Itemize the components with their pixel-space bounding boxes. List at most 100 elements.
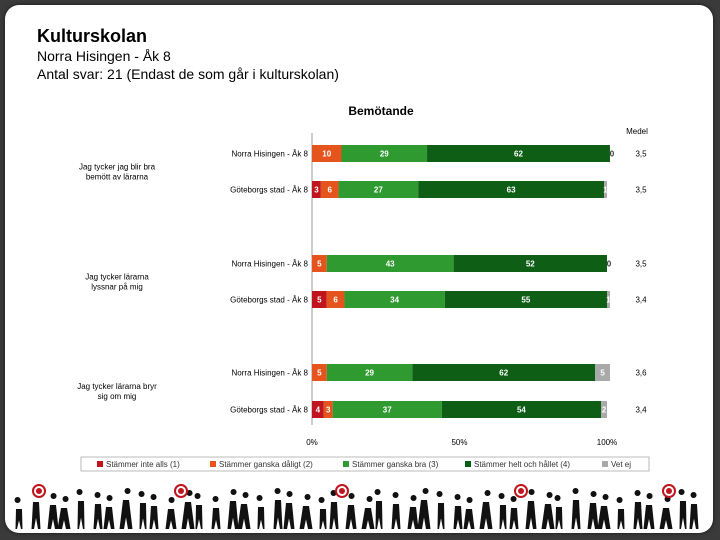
- person-silhouette: [498, 493, 507, 529]
- bar-segment: [341, 145, 428, 162]
- person-silhouette: [194, 493, 203, 529]
- bar-segment: [312, 364, 327, 381]
- bar-segment: [326, 255, 454, 272]
- legend-entry: Vet ej: [611, 460, 631, 469]
- person-silhouette: [571, 488, 581, 529]
- person-silhouette: [643, 493, 655, 529]
- slide-title: Kulturskolan: [37, 26, 148, 46]
- bar-segment: [418, 181, 605, 198]
- person-silhouette: [103, 495, 115, 529]
- data-label: 5: [317, 369, 322, 378]
- person-silhouette: [417, 488, 431, 529]
- legend-swatch: [602, 461, 608, 467]
- bar-segment: [312, 255, 327, 272]
- person-silhouette: [345, 493, 357, 529]
- data-label: 5: [600, 369, 605, 378]
- target-marker: [178, 488, 184, 494]
- person-silhouette: [256, 495, 265, 529]
- data-label: 2: [602, 406, 607, 415]
- person-silhouette: [181, 490, 195, 529]
- person-silhouette: [149, 494, 159, 529]
- target-marker: [666, 488, 672, 494]
- question-label-2-line-2: lyssnar på mig: [91, 283, 143, 292]
- bar-segment: [595, 364, 610, 381]
- legend-swatch: [465, 461, 471, 467]
- bar-segment: [601, 401, 607, 418]
- person-silhouette: [318, 497, 327, 529]
- data-label: 1: [603, 186, 608, 195]
- data-label: 54: [517, 406, 526, 415]
- bar-segment: [312, 181, 321, 198]
- person-silhouette: [361, 496, 375, 529]
- question-label-2-line-1: Jag tycker lärarna: [85, 273, 149, 282]
- group-label: Göteborgs stad - Åk 8: [230, 186, 308, 195]
- person-silhouette: [479, 490, 493, 529]
- person-silhouette: [138, 491, 147, 529]
- person-silhouette: [31, 490, 41, 529]
- bar-segment: [604, 181, 607, 198]
- person-silhouette: [391, 492, 401, 529]
- group-label: Göteborgs stad - Åk 8: [230, 406, 308, 415]
- data-label: 62: [514, 150, 523, 159]
- data-label: 5: [317, 296, 322, 305]
- person-silhouette: [237, 492, 251, 529]
- bar-segment: [607, 291, 610, 308]
- footer-silhouettes: [14, 484, 699, 529]
- data-label: 3: [326, 406, 331, 415]
- person-silhouette: [76, 489, 85, 529]
- group-label: Göteborgs stad - Åk 8: [230, 296, 308, 305]
- data-label: 4: [316, 406, 321, 415]
- person-silhouette: [587, 491, 599, 529]
- person-silhouette: [689, 492, 699, 529]
- legend-swatch: [210, 461, 216, 467]
- person-silhouette: [299, 494, 313, 529]
- target-marker: [36, 488, 42, 494]
- data-label: 3: [314, 186, 319, 195]
- group-label: Norra Hisingen - Åk 8: [232, 369, 309, 378]
- data-label: 5: [317, 260, 322, 269]
- person-silhouette: [463, 497, 475, 529]
- data-label: 27: [374, 186, 383, 195]
- x-tick-label: 100%: [597, 438, 617, 447]
- data-label: 0: [610, 150, 615, 159]
- bar-segment: [453, 255, 607, 272]
- x-tick-label: 0%: [306, 438, 318, 447]
- person-silhouette: [633, 490, 643, 529]
- data-label: 10: [322, 150, 331, 159]
- bar-segment: [326, 291, 345, 308]
- person-silhouette: [453, 494, 463, 529]
- legend-entry: Stämmer ganska bra (3): [352, 460, 439, 469]
- person-silhouette: [119, 488, 133, 529]
- person-silhouette: [329, 490, 339, 529]
- person-silhouette: [616, 497, 625, 529]
- person-silhouette: [407, 495, 419, 529]
- group-label: Norra Hisingen - Åk 8: [232, 260, 309, 269]
- data-label: 6: [333, 296, 338, 305]
- person-silhouette: [597, 494, 611, 529]
- data-label: 52: [526, 260, 535, 269]
- data-label: 6: [327, 186, 332, 195]
- bar-segment: [441, 401, 602, 418]
- person-silhouette: [211, 496, 221, 529]
- slide-subtitle-school: Norra Hisingen - Åk 8: [37, 48, 171, 64]
- bar-segment: [444, 291, 607, 308]
- person-silhouette: [374, 489, 383, 529]
- mean-value: 3,5: [635, 186, 647, 195]
- person-silhouette: [14, 497, 23, 529]
- mean-value: 3,4: [635, 406, 647, 415]
- person-silhouette: [436, 491, 445, 529]
- legend-entry: Stämmer inte alls (1): [106, 460, 180, 469]
- bar-segment: [312, 145, 342, 162]
- data-label: 55: [521, 296, 530, 305]
- data-label: 1: [606, 296, 611, 305]
- bar-segment: [344, 291, 445, 308]
- person-silhouette: [273, 488, 283, 529]
- question-label-3-line-2: sig om mig: [98, 392, 137, 401]
- person-silhouette: [525, 489, 537, 529]
- person-silhouette: [165, 497, 177, 529]
- question-label-1-line-2: bemött av lärarna: [86, 173, 149, 182]
- bar-segment: [332, 401, 442, 418]
- person-silhouette: [47, 493, 59, 529]
- person-silhouette: [227, 489, 239, 529]
- data-label: 37: [383, 406, 392, 415]
